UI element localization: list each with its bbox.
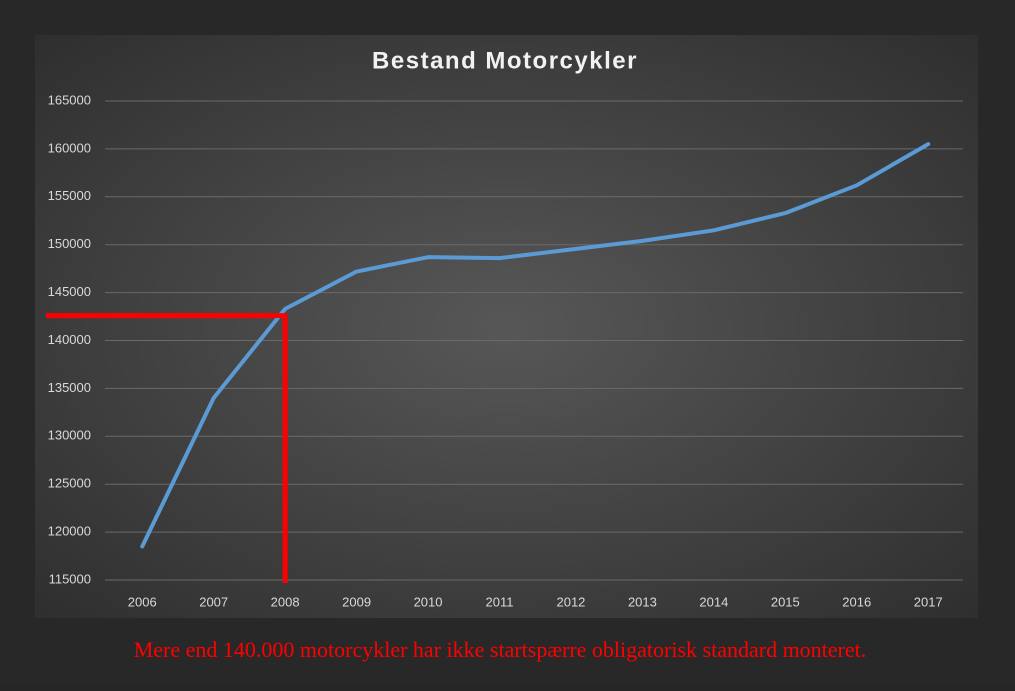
chart-title: Bestand Motorcykler — [372, 47, 638, 74]
y-tick-label: 115000 — [49, 571, 91, 586]
x-tick-label: 2016 — [842, 594, 871, 609]
chart-panel — [35, 35, 978, 618]
x-tick-label: 2013 — [628, 594, 657, 609]
y-tick-label: 135000 — [48, 380, 91, 395]
x-tick-label: 2010 — [414, 594, 443, 609]
y-tick-label: 125000 — [48, 476, 91, 491]
x-tick-label: 2011 — [486, 594, 514, 609]
x-tick-label: 2007 — [199, 594, 228, 609]
y-tick-label: 140000 — [48, 332, 91, 347]
y-tick-label: 150000 — [48, 236, 91, 251]
x-tick-label: 2008 — [271, 594, 300, 609]
y-tick-label: 120000 — [48, 524, 91, 539]
x-tick-label: 2006 — [128, 594, 157, 609]
caption: Mere end 140.000 motorcykler har ikke st… — [134, 637, 867, 662]
x-tick-label: 2012 — [556, 594, 585, 609]
y-tick-label: 130000 — [48, 428, 91, 443]
data-line — [140, 142, 931, 549]
y-tick-label: 165000 — [48, 92, 91, 107]
x-tick-label: 2015 — [771, 594, 800, 609]
x-tick-label: 2017 — [914, 594, 943, 609]
x-tick-label: 2014 — [699, 594, 728, 609]
y-tick-label: 160000 — [48, 140, 91, 155]
y-tick-label: 155000 — [48, 188, 91, 203]
x-tick-label: 2009 — [342, 594, 371, 609]
y-tick-label: 145000 — [48, 284, 91, 299]
